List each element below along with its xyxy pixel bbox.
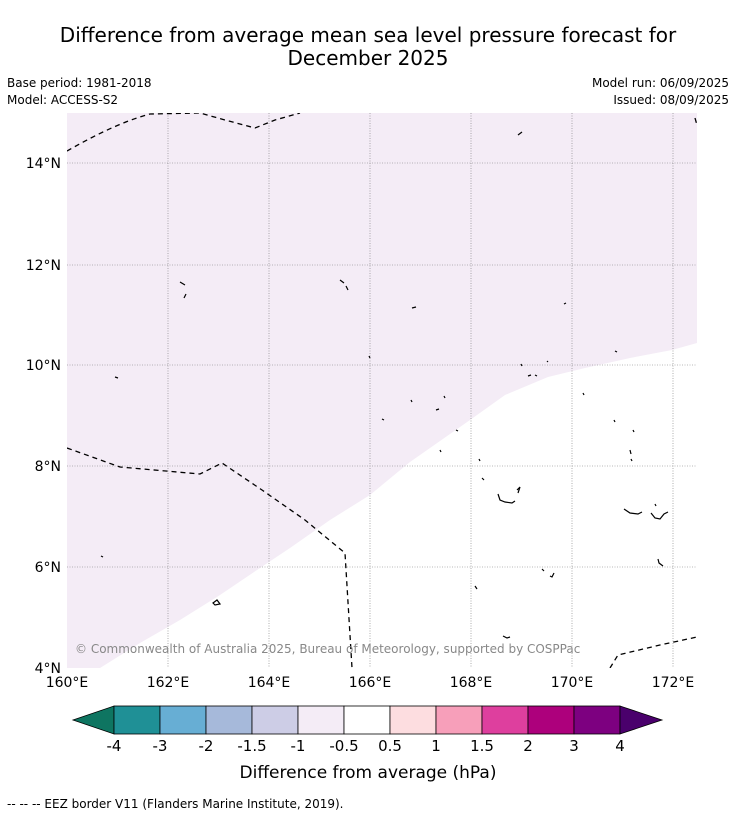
longitude-axis: 160°E 162°E 164°E 166°E 168°E 170°E 172°E [46,675,695,691]
colorbar-segment [113,705,161,735]
longitude-tick-label: 160°E [46,675,89,691]
island-outline [623,508,643,515]
island-outline [381,418,459,432]
pressure-anomaly-region [67,113,697,668]
model-label: Model: ACCESS-S2 [7,93,119,107]
island-outline [614,350,618,353]
longitude-tick-label: 168°E [450,675,493,691]
colorbar-segment [573,705,621,735]
eez-border-north [67,113,301,152]
colorbar-segment [251,705,299,735]
island-outline [439,449,485,481]
eez-border-southeast [609,636,697,668]
colorbar-segment [159,705,207,735]
latitude-tick-label: 12°N [26,258,61,274]
island-outline [179,281,187,299]
colorbar-tick-label: 1.5 [470,737,494,755]
colorbar-segment [435,705,483,735]
colorbar-tick-label: -4 [107,737,122,755]
colorbar-segment [527,705,575,735]
longitude-tick-label: 164°E [248,675,291,691]
colorbar-tick-label: 4 [615,737,625,755]
latitude-tick-label: 10°N [26,358,61,374]
latitude-tick-label: 14°N [26,156,61,172]
longitude-tick-label: 162°E [147,675,190,691]
colorbar-label: Difference from average (hPa) [240,763,497,783]
latitude-tick-label: 6°N [35,560,61,576]
island-outline [410,395,446,411]
islands [100,131,669,639]
latitude-axis: 14°N 12°N 10°N 8°N 6°N 4°N [26,156,61,677]
chart-title-line2: December 2025 [287,46,449,70]
eez-border-northeast-stub [694,117,697,126]
colorbar-tick-label: -1 [291,737,306,755]
island-outline [100,555,104,558]
model-run-label: Model run: 06/09/2025 [591,76,729,90]
island-outline [474,585,478,590]
island-outline [520,360,549,377]
island-outline [563,302,567,305]
copyright-notice: © Commonwealth of Australia 2025, Bureau… [75,642,580,656]
colorbar-segment [481,705,529,735]
eez-borders [67,113,697,668]
colorbar-segment [343,705,391,735]
base-period-label: Base period: 1981-2018 [7,76,152,90]
island-outline [650,511,669,520]
island-outline [212,599,222,606]
longitude-tick-label: 172°E [652,675,695,691]
colorbar-tick-label: 0.5 [378,737,402,755]
map-gridlines [67,113,697,668]
island-outline [497,486,521,504]
island-outline [517,131,523,136]
latitude-tick-label: 8°N [35,459,61,475]
colorbar-segment [389,705,437,735]
island-outline [114,376,119,379]
colorbar-tick-label: 3 [569,737,579,755]
eez-legend-note: -- -- -- EEZ border V11 (Flanders Marine… [7,797,344,811]
colorbar-tick-label: -2 [199,737,214,755]
colorbar-tick-label: -0.5 [329,737,358,755]
colorbar-extend-min [71,705,115,735]
island-outline [339,279,349,291]
colorbar-segment [297,705,345,735]
issued-label: Issued: 08/09/2025 [613,93,729,107]
colorbar-tick-label: -3 [153,737,168,755]
island-outline [541,568,555,578]
island-outline [654,503,657,507]
colorbar-extend-max [619,705,664,735]
chart-title-line1: Difference from average mean sea level p… [59,23,677,47]
island-outline [582,392,585,396]
island-outline [657,558,664,567]
colorbar-tick-label: 1 [431,737,441,755]
island-outline [411,306,417,309]
island-outline [613,419,635,462]
longitude-tick-label: 170°E [551,675,594,691]
colorbar-tick-label: -1.5 [237,737,266,755]
latitude-tick-label: 4°N [35,661,61,677]
longitude-tick-label: 166°E [349,675,392,691]
colorbar: -4 -3 -2 -1.5 -1 -0.5 0.5 1 1.5 2 3 4 [71,705,664,755]
colorbar-segment [205,705,253,735]
island-outline [502,635,511,639]
island-outline [368,355,371,359]
colorbar-tick-label: 2 [523,737,533,755]
